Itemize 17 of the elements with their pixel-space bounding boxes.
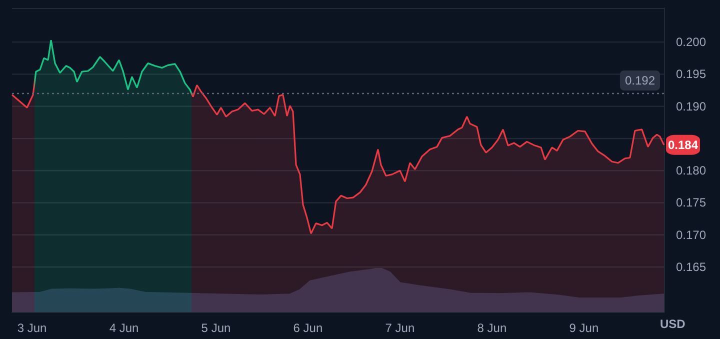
y-tick-label: 0.175: [676, 196, 706, 210]
y-tick-label: 0.180: [676, 164, 706, 178]
y-tick-label: 0.170: [676, 228, 706, 242]
x-tick-label: 6 Jun: [293, 321, 323, 335]
y-tick-label: 0.195: [676, 67, 706, 82]
x-tick-label: 3 Jun: [17, 321, 47, 335]
x-tick-label: 8 Jun: [477, 321, 507, 335]
ref-line-label: 0.192: [624, 73, 656, 88]
y-tick-label: 0.165: [676, 260, 706, 274]
x-tick-label: 9 Jun: [569, 321, 599, 335]
x-tick-label: 7 Jun: [385, 321, 415, 335]
y-axis-title: USD: [660, 317, 686, 331]
x-tick-label: 4 Jun: [109, 321, 139, 335]
x-tick-label: 5 Jun: [201, 321, 231, 335]
y-tick-label: 0.190: [676, 99, 706, 114]
y-tick-label: 0.200: [676, 35, 706, 50]
annotation: 0.184: [668, 138, 698, 152]
